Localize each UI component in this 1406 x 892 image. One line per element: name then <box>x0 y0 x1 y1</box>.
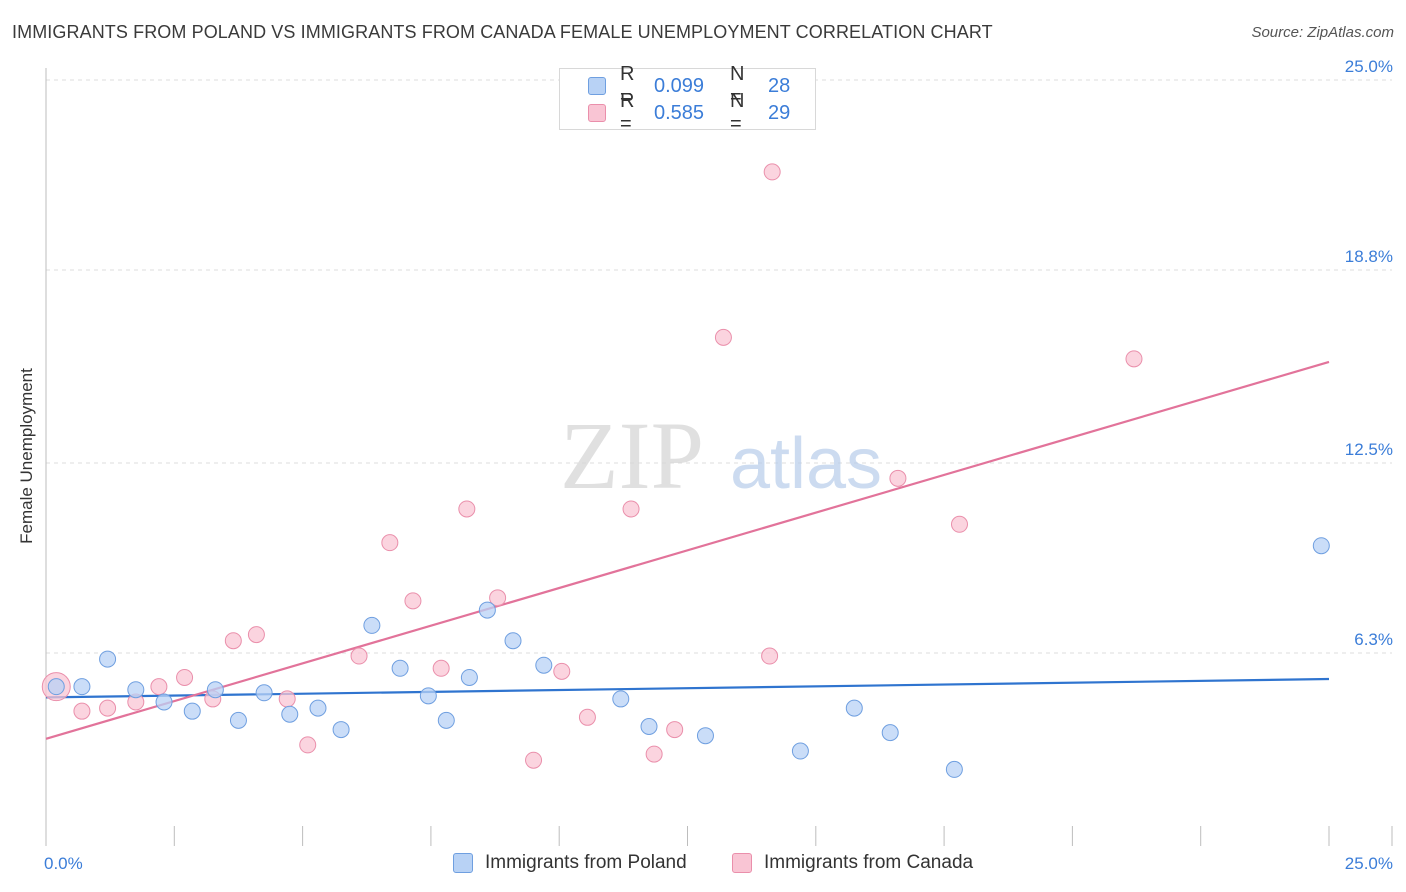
x-tick-label-0: 0.0% <box>44 854 83 873</box>
canada-point-15 <box>458 500 476 518</box>
poland-point-7 <box>229 711 247 729</box>
canada-trend-line <box>45 360 1330 740</box>
canada-point-11 <box>350 647 368 665</box>
canada-point-22 <box>666 721 684 739</box>
legend-label-poland: Immigrants from Poland <box>485 852 687 873</box>
canada-point-24 <box>761 647 779 665</box>
canada-point-16 <box>489 589 507 607</box>
canada-point-13 <box>404 592 422 610</box>
y-tick-label-0: 6.3% <box>1354 630 1393 649</box>
poland-point-12 <box>363 616 381 634</box>
poland-point-1 <box>73 678 91 696</box>
poland-point-27 <box>1312 537 1330 555</box>
poland-point-17 <box>478 601 496 619</box>
poland-swatch <box>588 77 606 95</box>
x-tick-label-1: 25.0% <box>1345 854 1393 873</box>
legend-r-value: 0.099 <box>654 74 705 97</box>
watermark: ZIP atlas <box>560 402 882 509</box>
canada-point-23 <box>714 328 732 346</box>
poland-point-22 <box>696 727 714 745</box>
poland-point-4 <box>155 693 173 711</box>
poland-point-15 <box>437 711 455 729</box>
poland-point-11 <box>332 721 350 739</box>
watermark-zip: ZIP <box>560 402 704 509</box>
canada-point-20 <box>622 500 640 518</box>
poland-point-14 <box>419 687 437 705</box>
canada-point-19 <box>578 708 596 726</box>
poland-point-26 <box>945 760 963 778</box>
poland-point-9 <box>281 705 299 723</box>
canada-point-17 <box>525 751 543 769</box>
poland-point-25 <box>881 724 899 742</box>
canada-point-10 <box>299 736 317 754</box>
chart-title: IMMIGRANTS FROM POLAND VS IMMIGRANTS FRO… <box>12 22 993 42</box>
legend-label-canada: Immigrants from Canada <box>764 852 974 873</box>
canada-point-5 <box>176 668 194 686</box>
legend-n-value: 28 <box>768 74 791 97</box>
y-tick-label-3: 25.0% <box>1345 57 1393 76</box>
poland-point-19 <box>535 656 553 674</box>
legend-item-poland[interactable]: Immigrants from Poland <box>453 852 687 874</box>
tick-labels: 6.3% 12.5% 18.8% 25.0% 0.0% 25.0% <box>44 57 1393 873</box>
y-tick-label-1: 12.5% <box>1345 440 1393 459</box>
poland-point-21 <box>640 718 658 736</box>
canada-point-1 <box>73 702 91 720</box>
canada-point-25 <box>763 163 781 181</box>
legend-n-label: N = <box>730 63 745 108</box>
poland-point-10 <box>309 699 327 717</box>
poland-point-5 <box>183 702 201 720</box>
canada-point-28 <box>1125 350 1143 368</box>
canada-legend-swatch <box>732 853 752 873</box>
legend-n-value: 29 <box>768 101 791 124</box>
legend-r-label: R = <box>620 63 635 108</box>
poland-point-8 <box>255 684 273 702</box>
canada-point-9 <box>278 690 296 708</box>
canada-point-21 <box>645 745 663 763</box>
canada-point-26 <box>889 469 907 487</box>
poland-point-20 <box>612 690 630 708</box>
y-tick-label-2: 18.8% <box>1345 247 1393 266</box>
canada-point-7 <box>224 632 242 650</box>
canada-point-4 <box>150 678 168 696</box>
canada-swatch <box>588 104 606 122</box>
correlation-legend: R = 0.099 N = 28 R = 0.585 N = 29 <box>559 63 816 135</box>
watermark-atlas: atlas <box>730 424 882 504</box>
poland-point-3 <box>127 681 145 699</box>
legend-r-label: R = <box>620 90 635 135</box>
poland-point-13 <box>391 659 409 677</box>
poland-point-6 <box>206 681 224 699</box>
poland-legend-swatch <box>453 853 473 873</box>
legend-r-value: 0.585 <box>654 101 705 124</box>
data-points <box>41 163 1330 778</box>
canada-point-14 <box>432 659 450 677</box>
canada-point-2 <box>99 699 117 717</box>
grid-layer <box>46 79 1392 654</box>
series-legend: Immigrants from Poland Immigrants from C… <box>0 850 1406 880</box>
canada-point-18 <box>553 662 571 680</box>
canada-point-27 <box>950 515 968 533</box>
poland-point-0 <box>47 678 65 696</box>
poland-point-23 <box>791 742 809 760</box>
canada-point-12 <box>381 534 399 552</box>
legend-item-canada[interactable]: Immigrants from Canada <box>732 852 973 874</box>
canada-point-8 <box>247 626 265 644</box>
axis-layer <box>45 68 1393 846</box>
poland-point-18 <box>504 632 522 650</box>
poland-point-2 <box>99 650 117 668</box>
poland-point-16 <box>460 668 478 686</box>
chart-source: Source: ZipAtlas.com <box>1251 24 1394 41</box>
legend-n-label: N = <box>730 90 745 135</box>
poland-point-24 <box>845 699 863 717</box>
